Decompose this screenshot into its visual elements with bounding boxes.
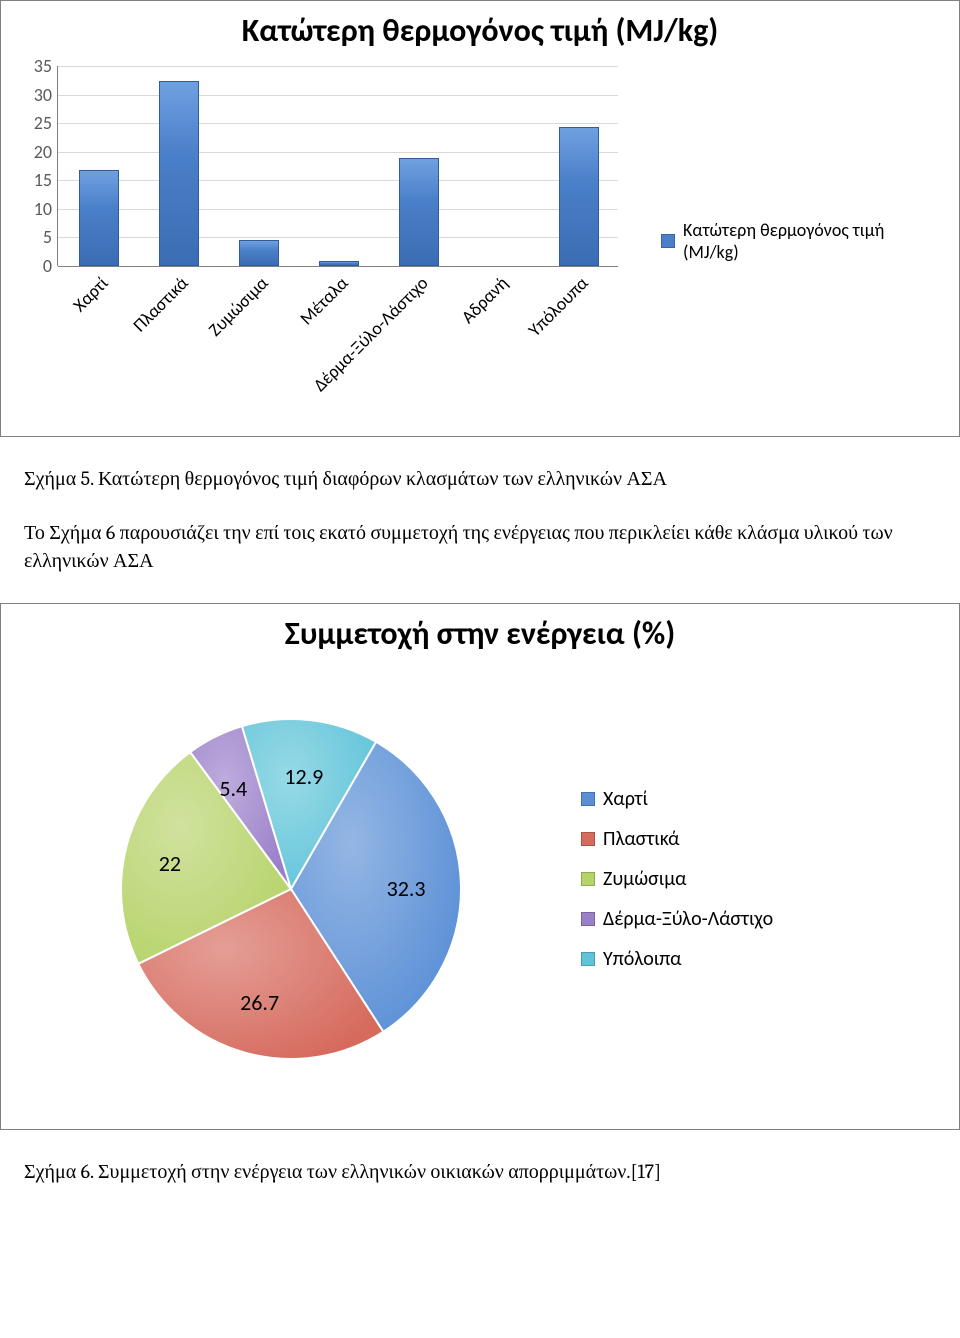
bar-plot-area: 05101520253035	[57, 66, 618, 266]
bar	[559, 127, 599, 266]
bar-gridline	[58, 95, 618, 96]
bar-chart-title: Κατώτερη θερμογόνος τιμή (MJ/kg)	[1, 1, 959, 56]
bar-gridline	[58, 237, 618, 238]
bar-chart-plot: 05101520253035ΧαρτίΠλαστικάΖυμώσιμαΜέταλ…	[11, 56, 651, 426]
bar-x-label: Υπόλουπα	[436, 272, 593, 429]
pie-legend-label: Ζυμώσιμα	[603, 867, 687, 891]
pie-chart-body: 32.3 26.7 22 5.4 12.9 Χαρτί Πλαστικά Ζυμώσιμα Δ…	[1, 659, 959, 1129]
bar-chart-box: Κατώτερη θερμογόνος τιμή (MJ/kg) 0510152…	[0, 0, 960, 437]
bar-chart-body: 05101520253035ΧαρτίΠλαστικάΖυμώσιμαΜέταλ…	[1, 56, 959, 436]
pie-legend-swatch	[581, 872, 595, 886]
pie-data-label: 32.3	[387, 875, 426, 902]
pie-legend-label: Πλαστικά	[603, 827, 680, 851]
pie-legend-item: Ζυμώσιμα	[581, 867, 949, 891]
pie-chart-legend: Χαρτί Πλαστικά Ζυμώσιμα Δέρμα-Ξύλο-Λάστιχο Υ…	[571, 669, 949, 1089]
bar-x-label: Ζυμώσιμα	[116, 272, 273, 429]
bar	[319, 261, 359, 266]
figure6-caption: Σχήμα 6. Συμμετοχή στην ενέργεια των ελλ…	[0, 1150, 960, 1204]
pie-legend-item: Δέρμα-Ξύλο-Λάστιχο	[581, 907, 949, 931]
bar	[399, 158, 439, 266]
pie-chart-plot: 32.3 26.7 22 5.4 12.9	[11, 669, 571, 1089]
bar	[159, 81, 199, 266]
pie-legend-item: Πλαστικά	[581, 827, 949, 851]
bar-x-label: Αδρανή	[356, 272, 513, 429]
pie-chart-box: Συμμετοχή στην ενέργεια (%) 32.3 26.7 22 5.…	[0, 603, 960, 1130]
bar-chart-legend: Κατώτερη θερμογόνος τιμή (MJ/kg)	[651, 56, 949, 426]
bar-legend-swatch	[661, 234, 675, 248]
bar-x-axis	[58, 266, 618, 267]
pie-legend-swatch	[581, 912, 595, 926]
pie-legend-swatch	[581, 792, 595, 806]
figure5-caption: Σχήμα 5. Κατώτερη θερμογόνος τιμή διαφόρ…	[0, 457, 960, 511]
pie-legend-item: Χαρτί	[581, 787, 949, 811]
pie-legend-swatch	[581, 952, 595, 966]
bar-gridline	[58, 123, 618, 124]
bar-y-tick: 30	[12, 84, 58, 106]
bar-y-tick: 0	[12, 255, 58, 277]
pie-data-label: 5.4	[219, 775, 247, 802]
pie-chart-title: Συμμετοχή στην ενέργεια (%)	[1, 604, 959, 659]
pie-legend-label: Υπόλοιπα	[603, 947, 682, 971]
pie-data-label: 12.9	[284, 763, 323, 790]
bar-x-label: Δέρμα-Ξύλο-Λάστιχο	[276, 272, 433, 429]
bar-gridline	[58, 180, 618, 181]
figure6-intro: Το Σχήμα 6 παρουσιάζει την επί τοις εκατ…	[0, 511, 960, 603]
bar-legend-label: Κατώτερη θερμογόνος τιμή (MJ/kg)	[683, 219, 943, 263]
pie-legend-label: Χαρτί	[603, 787, 648, 811]
bar	[239, 240, 279, 266]
bar-legend-item: Κατώτερη θερμογόνος τιμή (MJ/kg)	[661, 219, 943, 263]
pie-legend-item: Υπόλοιπα	[581, 947, 949, 971]
pie-legend-swatch	[581, 832, 595, 846]
bar-y-tick: 25	[12, 112, 58, 134]
bar-y-tick: 10	[12, 198, 58, 220]
pie-data-label: 26.7	[240, 989, 279, 1016]
pie-data-label: 22	[159, 850, 181, 877]
bar	[79, 170, 119, 266]
bar-x-label: Μέταλα	[196, 272, 353, 429]
bar-y-tick: 15	[12, 169, 58, 191]
bar-x-label: Πλαστικά	[36, 272, 193, 429]
bar-y-tick: 20	[12, 141, 58, 163]
bar-gridline	[58, 209, 618, 210]
bar-y-tick: 5	[12, 226, 58, 248]
bar-y-tick: 35	[12, 55, 58, 77]
bar-gridline	[58, 66, 618, 67]
pie-svg	[11, 669, 501, 1079]
pie-legend-label: Δέρμα-Ξύλο-Λάστιχο	[603, 907, 773, 931]
bar-gridline	[58, 152, 618, 153]
